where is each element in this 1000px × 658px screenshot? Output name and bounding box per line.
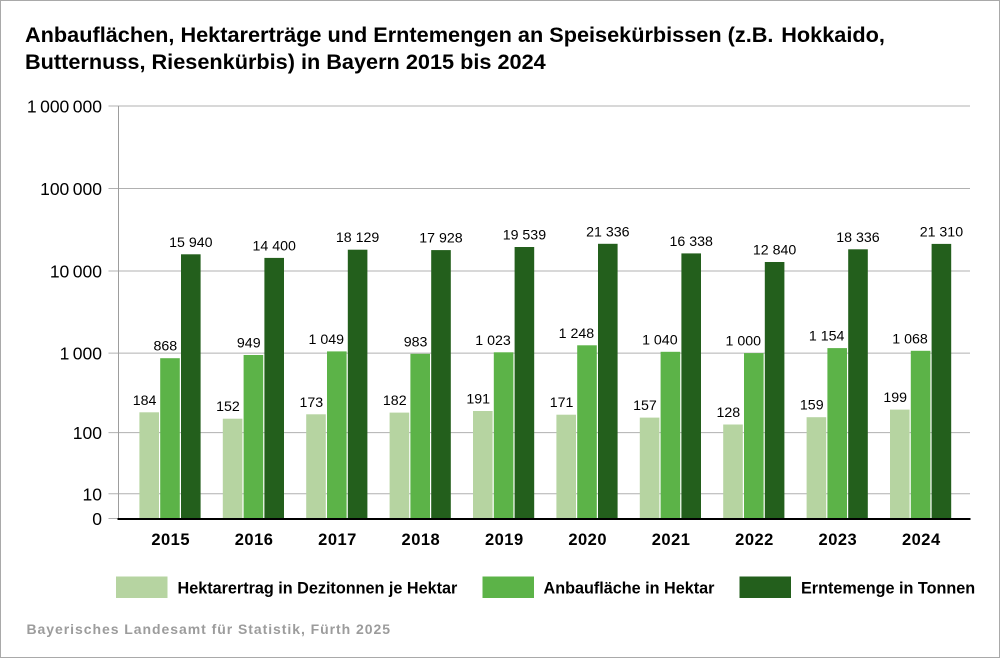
svg-text:159: 159 [800,398,824,414]
svg-text:152: 152 [216,399,240,415]
svg-text:Anbaufläche in Hektar: Anbaufläche in Hektar [544,580,716,598]
svg-text:Bayerisches Landesamt für Stat: Bayerisches Landesamt für Statistik, Für… [27,621,391,637]
svg-text:100: 100 [73,423,102,443]
svg-text:15 940: 15 940 [169,235,213,251]
svg-text:1 000: 1 000 [60,344,103,364]
svg-text:1 000: 1 000 [725,334,761,350]
svg-text:1 023: 1 023 [475,333,511,349]
svg-text:157: 157 [633,398,657,414]
svg-text:Erntemenge in Tonnen: Erntemenge in Tonnen [801,580,975,598]
svg-text:Anbauflächen, Hektarerträge un: Anbauflächen, Hektarerträge und Erntemen… [25,22,885,47]
svg-text:191: 191 [466,392,490,408]
svg-text:2023: 2023 [819,531,858,549]
svg-text:1 068: 1 068 [892,331,928,347]
svg-text:1 000 000: 1 000 000 [27,97,102,117]
svg-text:18 336: 18 336 [836,230,880,246]
svg-text:2021: 2021 [652,531,691,549]
svg-text:19 539: 19 539 [503,228,547,244]
svg-text:128: 128 [717,405,741,421]
svg-text:17 928: 17 928 [419,231,463,247]
svg-text:199: 199 [883,390,907,406]
svg-text:14 400: 14 400 [252,238,296,254]
svg-text:18 129: 18 129 [336,230,380,246]
svg-text:184: 184 [133,393,157,409]
svg-text:10 000: 10 000 [50,262,102,282]
svg-text:173: 173 [300,395,324,411]
svg-text:0: 0 [92,509,102,529]
svg-text:2016: 2016 [235,531,274,549]
svg-text:2017: 2017 [318,531,357,549]
svg-text:16 338: 16 338 [669,234,713,250]
svg-text:949: 949 [237,336,261,352]
svg-text:21 336: 21 336 [586,224,630,240]
svg-text:1 049: 1 049 [308,332,344,348]
svg-text:868: 868 [154,339,178,355]
svg-text:21 310: 21 310 [920,224,964,240]
svg-text:2018: 2018 [402,531,441,549]
svg-text:983: 983 [404,334,428,350]
svg-text:1 040: 1 040 [642,332,678,348]
svg-text:1 248: 1 248 [559,326,595,342]
svg-text:2020: 2020 [568,531,607,549]
svg-text:182: 182 [383,393,407,409]
svg-text:2015: 2015 [151,531,190,549]
svg-text:Hektarertrag in Dezitonnen je: Hektarertrag in Dezitonnen je Hektar [178,580,458,598]
svg-text:2024: 2024 [902,531,941,549]
svg-text:100 000: 100 000 [40,179,102,199]
svg-text:10: 10 [83,484,103,504]
svg-text:2022: 2022 [735,531,774,549]
svg-text:2019: 2019 [485,531,524,549]
svg-text:12 840: 12 840 [753,243,797,259]
svg-text:Butternuss, Riesenkürbis) in B: Butternuss, Riesenkürbis) in Bayern 2015… [25,49,546,74]
svg-text:171: 171 [550,395,574,411]
svg-text:1 154: 1 154 [809,329,845,345]
